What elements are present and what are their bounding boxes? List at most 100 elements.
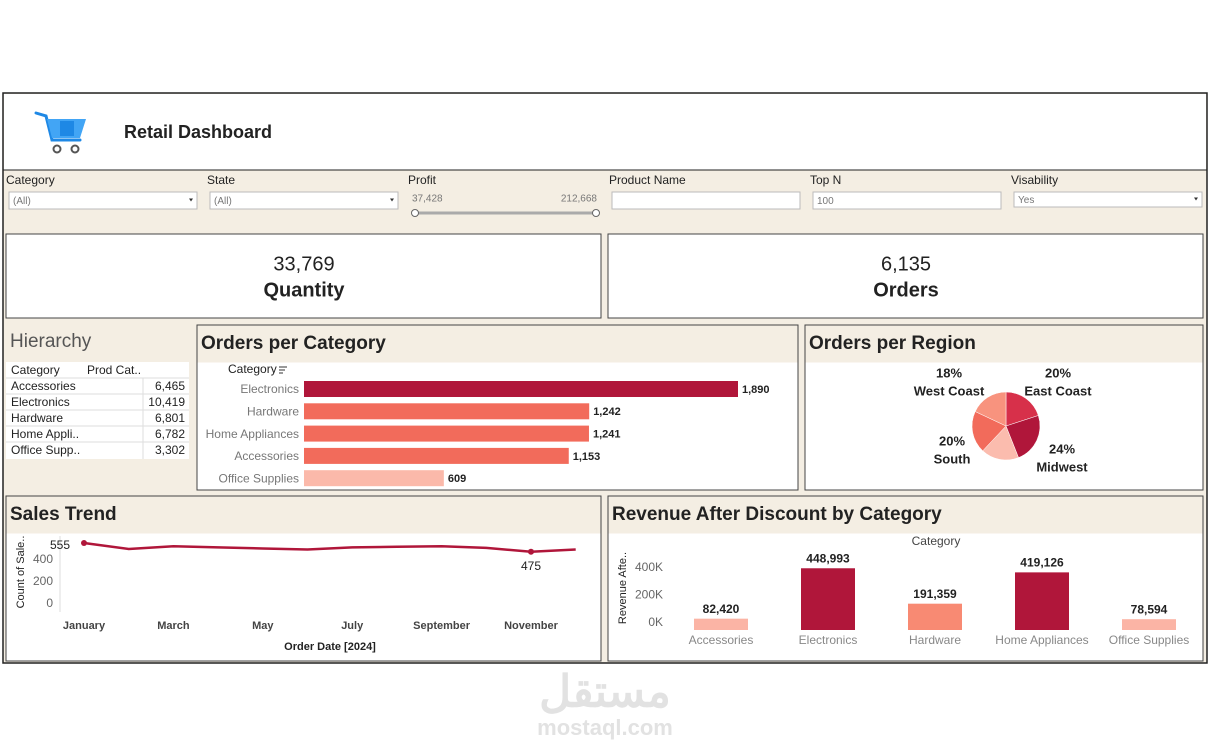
charts: Orders per Category Category Electronics 1,…	[5, 324, 1204, 662]
pie-slice	[974, 391, 1007, 427]
value-label: 1,153	[573, 451, 601, 463]
dashboard-title: Retail Dashboard	[124, 122, 272, 142]
y-tick-label: 400	[33, 552, 53, 566]
value-label: 475	[521, 559, 541, 573]
row-value: 6,801	[155, 411, 185, 425]
value-label: 1,241	[593, 429, 621, 441]
filter-label: Profit	[408, 173, 437, 187]
slice-percent: 20%	[939, 433, 965, 448]
column-header: Prod Cat..	[87, 363, 141, 377]
filter-label: Product Name	[609, 173, 686, 187]
x-tick-label: September	[413, 620, 471, 632]
axis-title: Order Date [2024]	[284, 641, 376, 653]
slice-percent: 24%	[1049, 441, 1075, 456]
watermark: مستقل	[539, 668, 671, 717]
value-label: 78,594	[1131, 602, 1168, 616]
hierarchy-rows: Category Prod Cat.. Accessories 6,465 Electr…	[6, 363, 189, 459]
kpi-label: Orders	[873, 279, 939, 301]
point	[528, 548, 534, 555]
filter-value: Yes	[1018, 195, 1034, 206]
y-tick-label: 200	[33, 574, 53, 588]
category-label: Accessories	[234, 449, 299, 463]
category-label: Home Appliances	[995, 633, 1088, 647]
value-label: 609	[448, 473, 466, 485]
category-label: Accessories	[689, 633, 754, 647]
row-value: 3,302	[155, 443, 185, 457]
bar	[801, 568, 855, 630]
slice-name: West Coast	[914, 383, 985, 398]
axis-title: Count of Sale..	[15, 536, 27, 609]
row-value: 10,419	[148, 395, 185, 409]
filter-box[interactable]	[209, 191, 399, 210]
range-handle[interactable]	[592, 209, 600, 217]
panel-title-bar	[805, 325, 1203, 363]
line	[83, 541, 576, 554]
category-label: Hardware	[247, 404, 299, 418]
range-max: 212,668	[561, 194, 598, 205]
x-tick-label: March	[157, 620, 190, 632]
pie-slice	[1005, 391, 1039, 427]
range-handle[interactable]	[411, 209, 419, 217]
y-tick-label: 0K	[648, 615, 663, 629]
value-label: 1,890	[742, 384, 770, 396]
dropdown-arrow[interactable]	[390, 198, 394, 202]
slice-name: East Coast	[1024, 383, 1092, 398]
filter-box[interactable]	[611, 191, 801, 210]
value-label: 82,420	[703, 602, 740, 616]
row-category: Office Supp..	[11, 443, 80, 457]
value-label: 191,359	[913, 587, 957, 601]
bar	[1015, 572, 1069, 630]
category-label: Office Supplies	[1109, 633, 1190, 647]
bar	[304, 381, 738, 397]
value-label: 555	[50, 538, 70, 552]
bar	[694, 618, 748, 630]
value-label: 448,993	[806, 551, 850, 565]
filter-value: (All)	[214, 196, 232, 207]
column-header: Category	[11, 363, 60, 377]
x-tick-label: July	[341, 620, 364, 632]
filter-box[interactable]	[812, 191, 1002, 210]
category-label: Electronics	[799, 633, 858, 647]
bar	[304, 470, 444, 487]
row-value: 6,782	[155, 427, 185, 441]
category-label: Office Supplies	[219, 471, 300, 485]
kpi-card	[607, 233, 1204, 319]
sort-icon[interactable]	[279, 366, 287, 374]
range-min: 37,428	[412, 194, 443, 205]
bar	[304, 447, 569, 464]
axis-title: Category	[912, 534, 961, 548]
kpi-value: 33,769	[273, 253, 334, 275]
dropdown-arrow[interactable]	[189, 198, 193, 202]
value-label: 419,126	[1020, 556, 1064, 570]
x-tick-label: January	[63, 620, 106, 632]
panel-title-bar	[608, 496, 1203, 534]
filter-label: Visability	[1011, 173, 1058, 187]
filter-label: Top N	[810, 173, 841, 187]
panel-title: Revenue After Discount by Category	[612, 504, 942, 525]
panel-title: Sales Trend	[10, 504, 117, 525]
category-label: Hardware	[909, 633, 961, 647]
slice-name: South	[934, 451, 971, 466]
bar	[304, 403, 590, 420]
filter-box[interactable]	[8, 191, 198, 210]
kpi-label: Quantity	[263, 279, 345, 301]
watermark: mostaql.com	[537, 715, 673, 740]
filter-box[interactable]	[1013, 191, 1203, 208]
row-category: Accessories	[11, 379, 76, 393]
value-label: 1,242	[593, 406, 621, 418]
y-tick-label: 0	[46, 596, 53, 610]
bar	[1122, 619, 1176, 630]
slice-name: Midwest	[1036, 459, 1088, 474]
filter-label: State	[207, 173, 235, 187]
y-tick-label: 400K	[635, 560, 663, 574]
row-value: 6,465	[155, 379, 185, 393]
category-label: Home Appliances	[206, 427, 299, 441]
slice-percent: 20%	[1045, 365, 1071, 380]
slice-percent: 18%	[936, 365, 962, 380]
axis-title: Revenue Afte..	[617, 552, 629, 624]
dropdown-arrow[interactable]	[1194, 197, 1198, 201]
cart-icon	[34, 111, 86, 154]
filter-bar: Category (All) State (All) Profit 37,428 212,6…	[6, 173, 1203, 217]
panel-title-bar	[6, 496, 601, 534]
